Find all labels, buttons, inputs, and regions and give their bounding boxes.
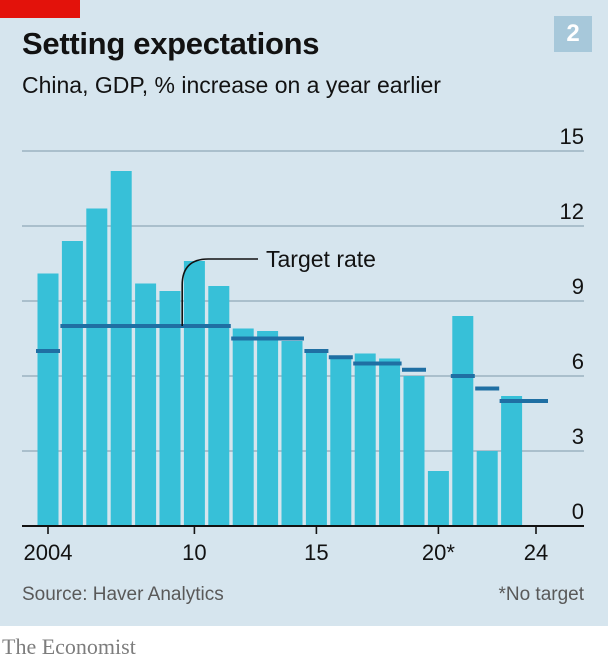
gdp-bar-2008	[135, 283, 157, 526]
annotation-label: Target rate	[266, 246, 376, 272]
chart-number-badge: 2	[554, 16, 592, 52]
gdp-bar-2005	[61, 241, 83, 526]
chart-title: Setting expectations	[22, 26, 320, 61]
x-tick-label: 10	[182, 540, 206, 565]
gdp-bar-2018	[379, 358, 401, 526]
red-brand-tag	[0, 0, 80, 18]
x-tick-label: 20*	[422, 540, 455, 565]
brand-logo-text: The Economist	[2, 634, 136, 659]
annotation: Target rate	[181, 246, 376, 326]
x-tick-label: 2004	[24, 540, 73, 565]
y-tick-label: 0	[572, 499, 584, 524]
footnote: *No target	[498, 584, 584, 605]
gdp-bar-2014	[281, 341, 303, 526]
gdp-bar-2004	[37, 273, 59, 526]
gdp-bar-2006	[86, 208, 108, 526]
annotation-leader-line	[181, 258, 258, 326]
gdp-bar-2016	[330, 356, 352, 526]
gdp-bar-2022	[476, 451, 498, 526]
y-tick-label: 9	[572, 274, 584, 299]
gdp-bar-2019	[403, 376, 425, 526]
gdp-bar-2020	[427, 471, 449, 526]
gdp-bar-2023	[501, 396, 523, 526]
x-tick-label: 15	[304, 540, 328, 565]
gdp-bar-2012	[232, 328, 254, 526]
source-note: Source: Haver Analytics	[22, 584, 224, 605]
gdp-bar-2015	[305, 351, 327, 526]
gdp-bar-2009	[159, 291, 181, 526]
gdp-bars	[37, 171, 523, 526]
x-tick-label: 24	[524, 540, 548, 565]
gdp-bar-2017	[354, 353, 376, 526]
gdp-bar-2007	[110, 171, 132, 526]
target-rate-markers	[36, 324, 548, 403]
bar-chart: 0 3 6 9 12 15 2004 10 15 20* 24 Target rate	[22, 124, 584, 565]
y-tick-label: 6	[572, 349, 584, 374]
gdp-bar-2013	[257, 331, 279, 526]
y-tick-label: 3	[572, 424, 584, 449]
y-tick-label: 15	[560, 124, 584, 149]
gdp-bar-2010	[183, 261, 205, 526]
y-tick-label: 12	[560, 199, 584, 224]
gdp-bar-2011	[208, 286, 230, 526]
gdp-bar-2021	[452, 316, 474, 526]
chart-subtitle: China, GDP, % increase on a year earlier	[22, 72, 441, 98]
axes: 0 3 6 9 12 15 2004 10 15 20* 24	[22, 124, 584, 565]
